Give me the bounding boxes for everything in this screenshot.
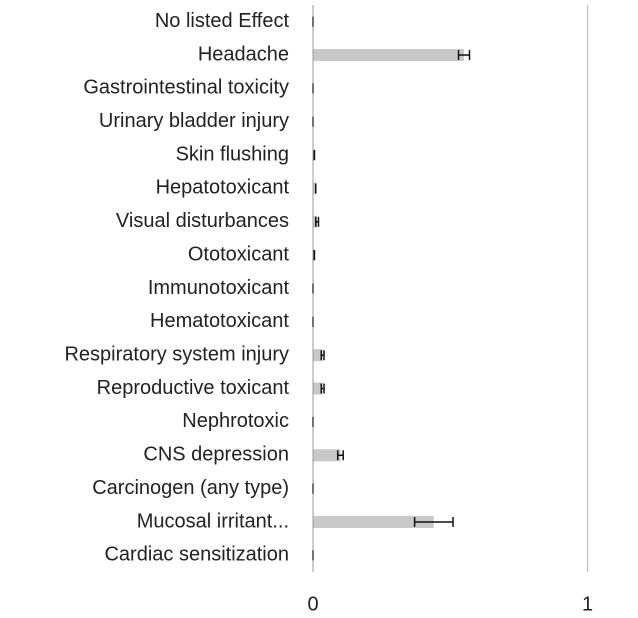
error-bar (320, 350, 325, 361)
y-tick-label: Gastrointestinal toxicity (83, 77, 289, 99)
y-tick-label: Urinary bladder injury (99, 110, 289, 132)
y-tick-label: Headache (198, 43, 289, 65)
error-bar (457, 50, 471, 61)
bar (313, 382, 323, 395)
y-tick-label: Mucosal irritant... (137, 510, 289, 532)
x-tick-label: 1 (582, 593, 593, 615)
error-bar (413, 516, 454, 527)
y-tick-label: Respiratory system injury (64, 343, 289, 365)
bar (313, 449, 341, 462)
y-tick-label: Reproductive toxicant (97, 377, 290, 399)
y-tick-label: Ototoxicant (188, 243, 290, 265)
y-tick-label: CNS depression (143, 444, 289, 466)
y-tick-label: Skin flushing (176, 143, 289, 165)
y-tick-label: Carcinogen (any type) (92, 477, 289, 499)
error-bar (314, 216, 320, 227)
bar (313, 349, 323, 362)
y-tick-label: Nephrotoxic (182, 410, 289, 432)
error-bar (320, 383, 325, 394)
bar (313, 182, 316, 195)
y-tick-label: Hepatotoxicant (156, 177, 290, 199)
y-tick-label: No listed Effect (155, 10, 290, 32)
y-tick-label: Cardiac sensitization (104, 544, 289, 566)
error-bar (336, 450, 344, 461)
y-tick-label: Visual disturbances (116, 210, 289, 232)
x-tick-label: 0 (307, 593, 318, 615)
y-tick-label: Hematotoxicant (150, 310, 289, 332)
bar (313, 515, 434, 528)
y-tick-label: Immunotoxicant (148, 277, 290, 299)
bar (313, 49, 465, 62)
